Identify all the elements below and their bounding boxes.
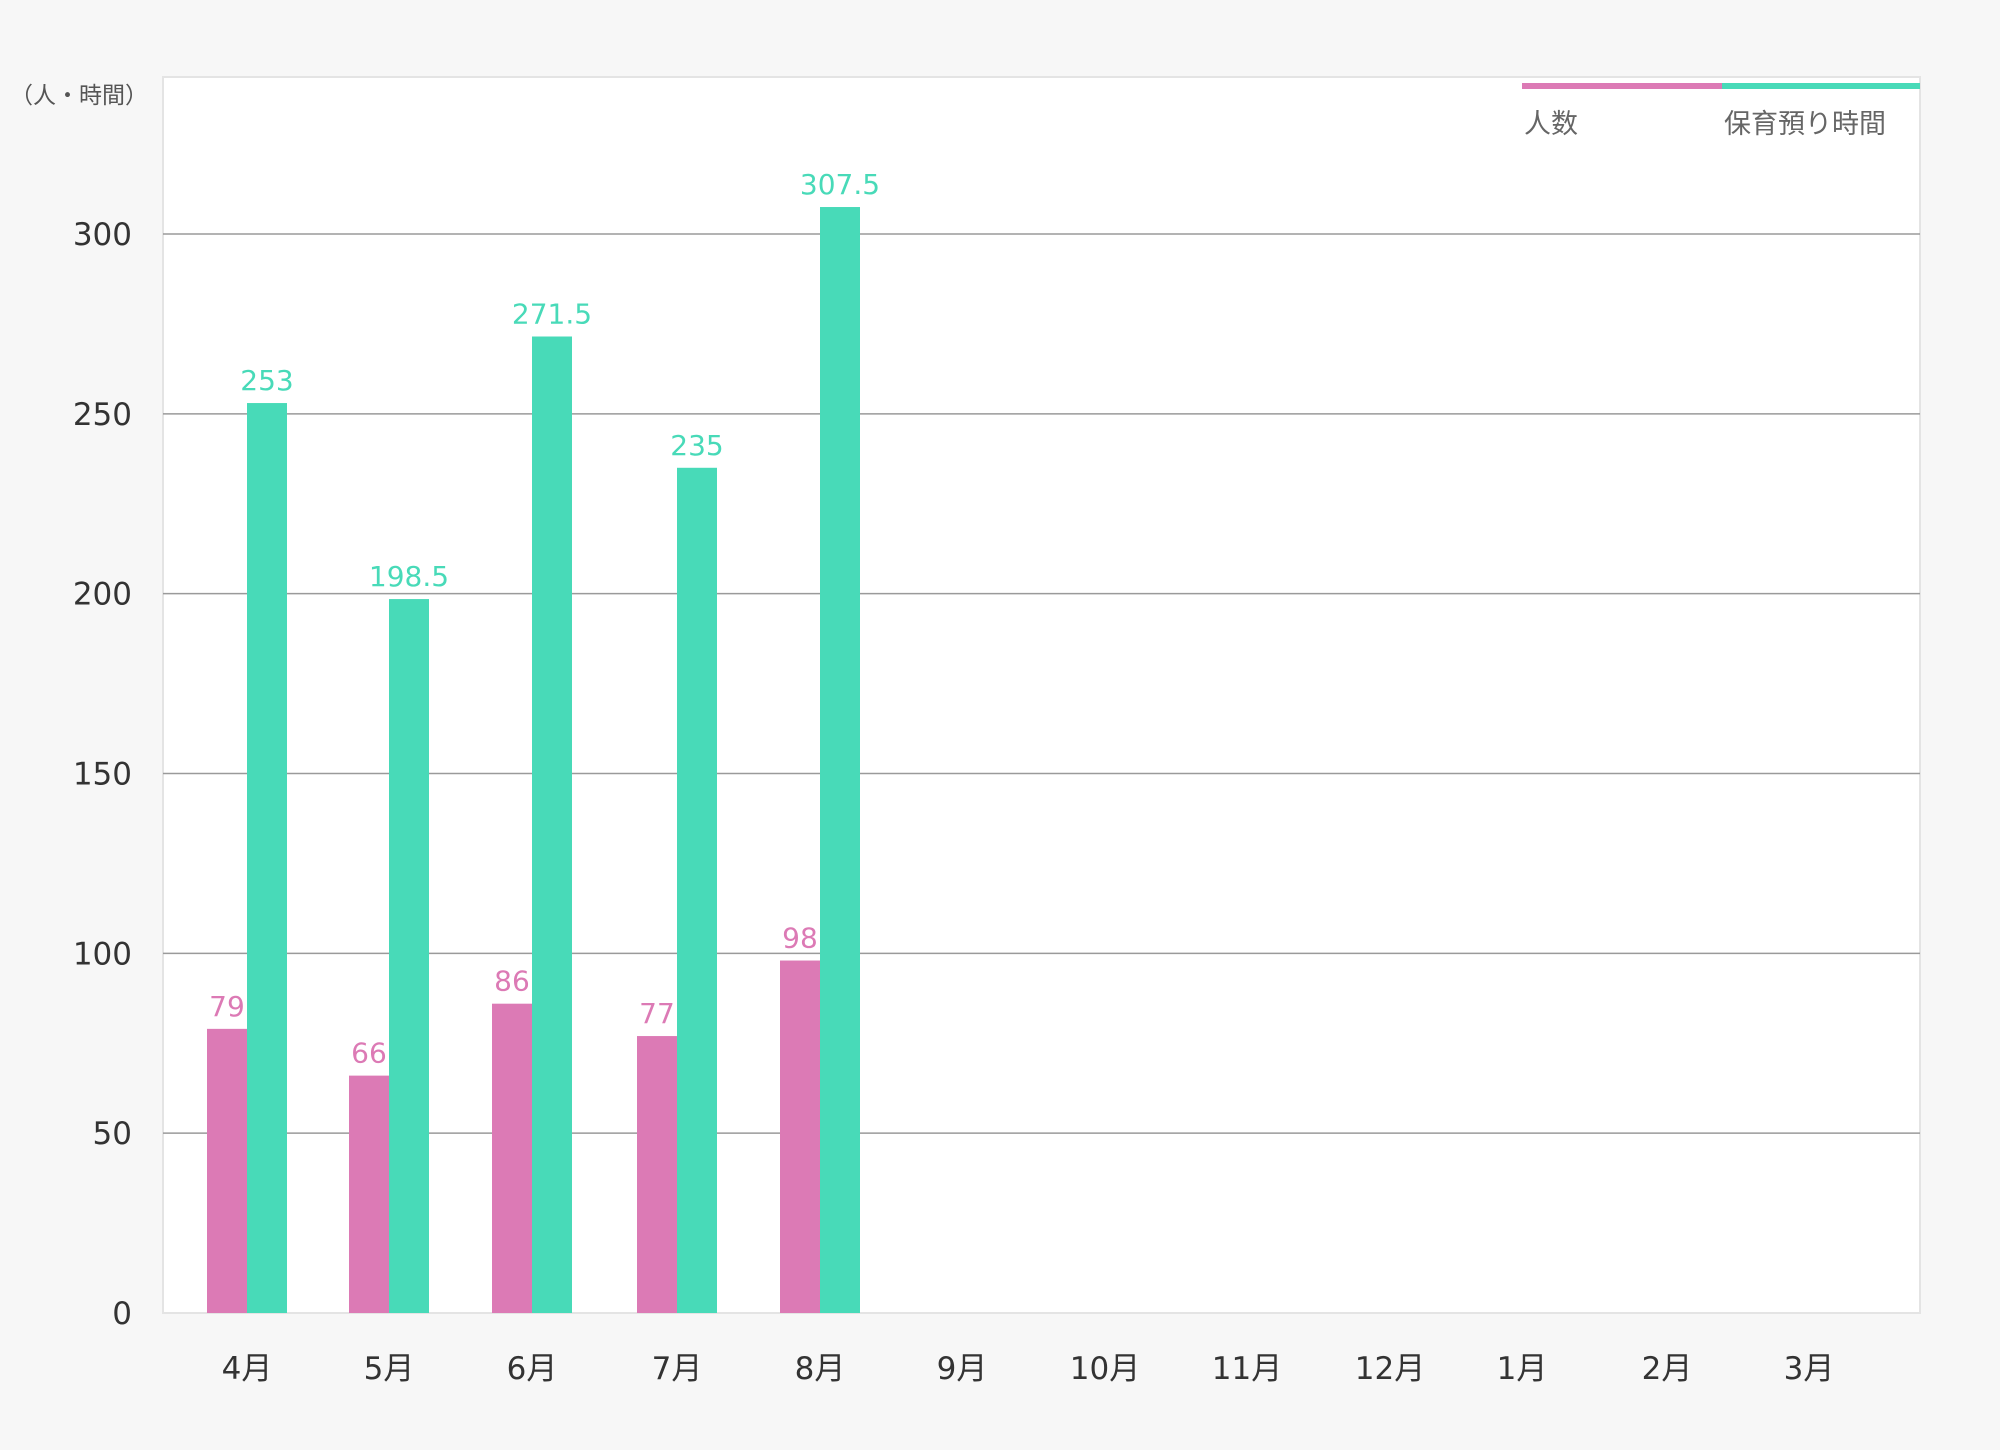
data-label-series1-3: 86 bbox=[494, 965, 530, 998]
grid-lines bbox=[163, 233, 1920, 1134]
data-label-series2-1: 253 bbox=[240, 364, 293, 397]
data-label-series1-1: 79 bbox=[209, 990, 245, 1023]
data-label-series1-5: 98 bbox=[782, 922, 818, 955]
data-label-series2-4: 235 bbox=[670, 429, 723, 462]
y-tick-label-300: 300 bbox=[73, 217, 132, 253]
bars bbox=[207, 207, 860, 1313]
bar-series1-5 bbox=[780, 960, 820, 1313]
data-label-series2-3: 271.5 bbox=[512, 298, 592, 331]
bar-series1-3 bbox=[492, 1003, 532, 1313]
data-label-series2-5: 307.5 bbox=[800, 168, 880, 201]
bar-series1-1 bbox=[207, 1028, 247, 1313]
y-tick-label-200: 200 bbox=[73, 577, 132, 613]
legend-label-1: 人数 bbox=[1524, 109, 1578, 140]
y-tick-label-50: 50 bbox=[93, 1116, 132, 1152]
x-tick-label-4: 7月 bbox=[652, 1351, 703, 1387]
x-tick-label-5: 8月 bbox=[795, 1351, 846, 1387]
x-tick-label-6: 9月 bbox=[937, 1351, 988, 1387]
legend-swatch-2 bbox=[1722, 83, 1920, 89]
x-tick-label-1: 4月 bbox=[222, 1351, 273, 1387]
legend-label-2: 保育預り時間 bbox=[1724, 109, 1886, 140]
x-tick-label-3: 6月 bbox=[507, 1351, 558, 1387]
bar-series2-1 bbox=[247, 403, 287, 1313]
x-tick-label-8: 11月 bbox=[1212, 1351, 1282, 1387]
y-tick-label-100: 100 bbox=[73, 936, 132, 972]
data-labels: 79 66 86 77 98 253 198.5 271.5 235 307.5 bbox=[209, 168, 880, 1070]
bar-series1-2 bbox=[349, 1075, 389, 1313]
bar-series2-5 bbox=[820, 207, 860, 1313]
bar-series2-2 bbox=[389, 599, 429, 1313]
x-tick-label-9: 12月 bbox=[1355, 1351, 1425, 1387]
bar-series2-4 bbox=[677, 467, 717, 1313]
x-tick-label-7: 10月 bbox=[1070, 1351, 1140, 1387]
y-tick-label-150: 150 bbox=[73, 757, 132, 793]
axes: （人・時間） 0 50 100 150 200 250 300 4月 5月 6月 7月 8月 9月 10月… bbox=[10, 83, 1834, 1387]
data-label-series2-2: 198.5 bbox=[369, 560, 449, 593]
x-tick-label-12: 3月 bbox=[1784, 1351, 1835, 1387]
bar-series2-3 bbox=[532, 336, 572, 1313]
legend: 人数 保育預り時間 bbox=[1522, 83, 1920, 140]
legend-swatch-1 bbox=[1522, 83, 1722, 89]
data-label-series1-2: 66 bbox=[351, 1037, 387, 1070]
plot-area bbox=[162, 76, 1921, 1314]
bar-series1-4 bbox=[637, 1036, 677, 1313]
x-tick-label-11: 2月 bbox=[1642, 1351, 1693, 1387]
x-tick-label-2: 5月 bbox=[364, 1351, 415, 1387]
y-axis-unit-label: （人・時間） bbox=[10, 83, 148, 109]
x-tick-label-10: 1月 bbox=[1497, 1351, 1548, 1387]
data-label-series1-4: 77 bbox=[639, 997, 675, 1030]
y-tick-label-0: 0 bbox=[112, 1296, 132, 1332]
y-tick-label-250: 250 bbox=[73, 397, 132, 433]
